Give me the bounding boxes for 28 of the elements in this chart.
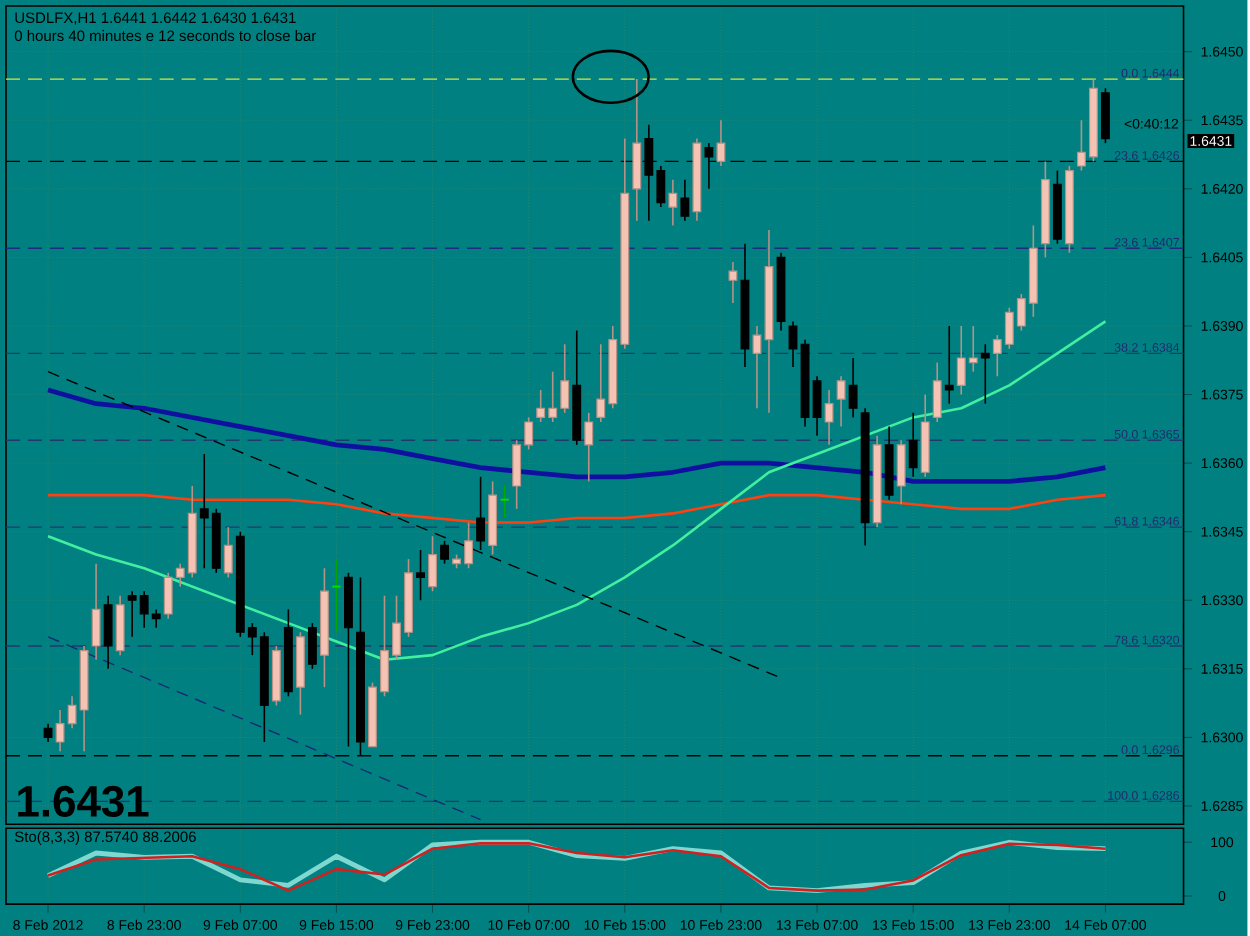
candlestick [416, 548, 425, 601]
candlestick [848, 356, 858, 418]
candlestick [896, 439, 906, 505]
candlestick [476, 475, 486, 551]
candlestick [428, 535, 437, 592]
candlestick [307, 622, 317, 670]
candlestick [836, 375, 846, 428]
candlestick [932, 361, 942, 423]
candlestick [584, 411, 594, 482]
candlestick [331, 558, 342, 633]
candlestick [680, 178, 690, 222]
candlestick [440, 539, 450, 565]
candlestick [223, 526, 233, 578]
candlestick [1100, 87, 1110, 144]
candlestick [43, 722, 53, 743]
candlestick [944, 324, 954, 405]
candlestick [103, 594, 113, 670]
candlestick [668, 178, 678, 226]
candlestick [728, 260, 738, 304]
candlestick [716, 119, 726, 167]
candlestick [980, 343, 990, 405]
candlestick [632, 78, 642, 222]
candlestick [499, 484, 510, 519]
candlestick [908, 411, 918, 478]
candlestick [115, 594, 125, 656]
candlestick [824, 388, 834, 446]
candlestick [91, 562, 101, 661]
annotation: 1.6431 [18, 785, 149, 817]
